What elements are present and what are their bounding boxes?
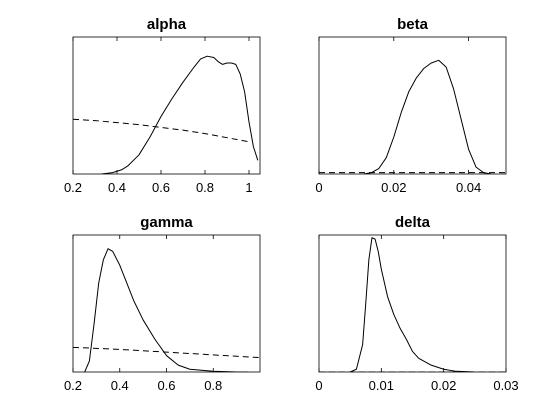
panel-title: beta	[397, 16, 429, 33]
panel-alpha: 0.2 0.4 0.6 0.8 1 alpha	[64, 16, 261, 195]
x-tick-label: 0	[315, 378, 322, 393]
x-tick-label: 0.03	[493, 378, 518, 393]
panel-title: delta	[395, 214, 431, 231]
axes-box	[72, 234, 261, 373]
solid-series-line	[349, 237, 475, 372]
panel-beta: 0 0.02 0.04 beta	[315, 16, 507, 195]
x-tick-label: 0.6	[152, 180, 170, 195]
x-tick-label: 0.4	[108, 180, 126, 195]
x-tick-label: 0.02	[431, 378, 456, 393]
axes-box	[318, 36, 507, 175]
panel-title: alpha	[147, 16, 187, 33]
solid-series-line	[84, 248, 249, 372]
x-tick-label: 0.4	[111, 378, 129, 393]
solid-series-line	[363, 59, 492, 174]
x-tick-label: 0.2	[64, 378, 82, 393]
axes-box	[72, 36, 261, 175]
x-tick-label: 0.2	[64, 180, 82, 195]
x-tick-label: 0.01	[369, 378, 394, 393]
x-tick-label: 0.6	[157, 378, 175, 393]
x-tick-label: 0.02	[381, 180, 406, 195]
panel-title: gamma	[140, 214, 193, 231]
x-tick-label: 0.8	[204, 378, 222, 393]
panel-delta: 0 0.01 0.02 0.03 delta	[315, 214, 518, 393]
x-tick-label: 1	[245, 180, 252, 195]
x-tick-label: 0.8	[196, 180, 214, 195]
dashed-series-line	[73, 346, 260, 359]
x-tick-label: 0.04	[456, 180, 481, 195]
panel-gamma: 0.2 0.4 0.6 0.8 gamma	[64, 214, 261, 393]
dashed-series-line	[73, 118, 250, 143]
solid-series-line	[101, 55, 259, 174]
axes-box	[318, 234, 507, 373]
x-tick-label: 0	[315, 180, 322, 195]
